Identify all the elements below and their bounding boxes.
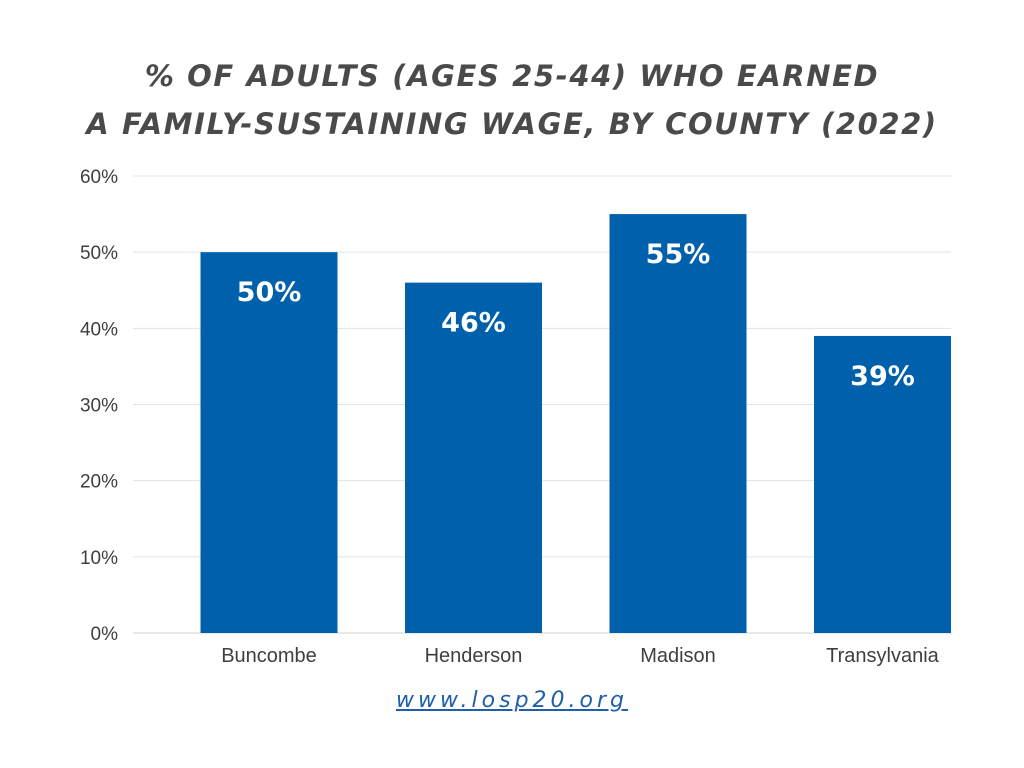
y-tick-label: 60% xyxy=(80,167,118,188)
x-category-label: Transylvania xyxy=(826,645,940,667)
y-tick-label: 50% xyxy=(80,243,118,264)
data-label: 50% xyxy=(237,277,302,308)
y-tick-label: 30% xyxy=(80,396,118,417)
bars xyxy=(200,214,951,634)
website-link[interactable]: www.losp20.org xyxy=(395,688,629,713)
chart-title-line-2: A FAMILY-SUSTAINING WAGE, BY COUNTY (202… xyxy=(86,107,938,141)
y-tick-label: 20% xyxy=(80,472,118,493)
bar-madison xyxy=(609,214,747,634)
bar-transylvania xyxy=(814,335,951,633)
x-category-label: Buncombe xyxy=(221,645,317,667)
data-label: 39% xyxy=(850,361,915,392)
bar-henderson xyxy=(405,282,542,633)
chart-title: % OF ADULTS (AGES 25-44) WHO EARNED A FA… xyxy=(0,52,1024,148)
bar-chart: 0% 10% 20% 30% 40% 50% 60% 50% 46% 55% 39% Buncom… xyxy=(80,167,951,667)
data-labels: 50% 46% 55% 39% xyxy=(237,239,915,392)
data-label: 46% xyxy=(441,308,506,339)
x-category-label: Madison xyxy=(640,645,716,667)
y-tick-label: 10% xyxy=(80,548,118,569)
data-label: 55% xyxy=(646,239,711,270)
y-tick-label: 0% xyxy=(91,624,119,645)
y-tick-label: 40% xyxy=(80,319,118,340)
bar-buncombe xyxy=(200,252,338,633)
x-axis-category-labels: Buncombe Henderson Madison Transylvania xyxy=(221,645,940,667)
x-category-label: Henderson xyxy=(425,645,523,667)
chart-title-line-1: % OF ADULTS (AGES 25-44) WHO EARNED xyxy=(144,59,880,93)
y-axis-tick-labels: 0% 10% 20% 30% 40% 50% 60% xyxy=(80,167,118,645)
